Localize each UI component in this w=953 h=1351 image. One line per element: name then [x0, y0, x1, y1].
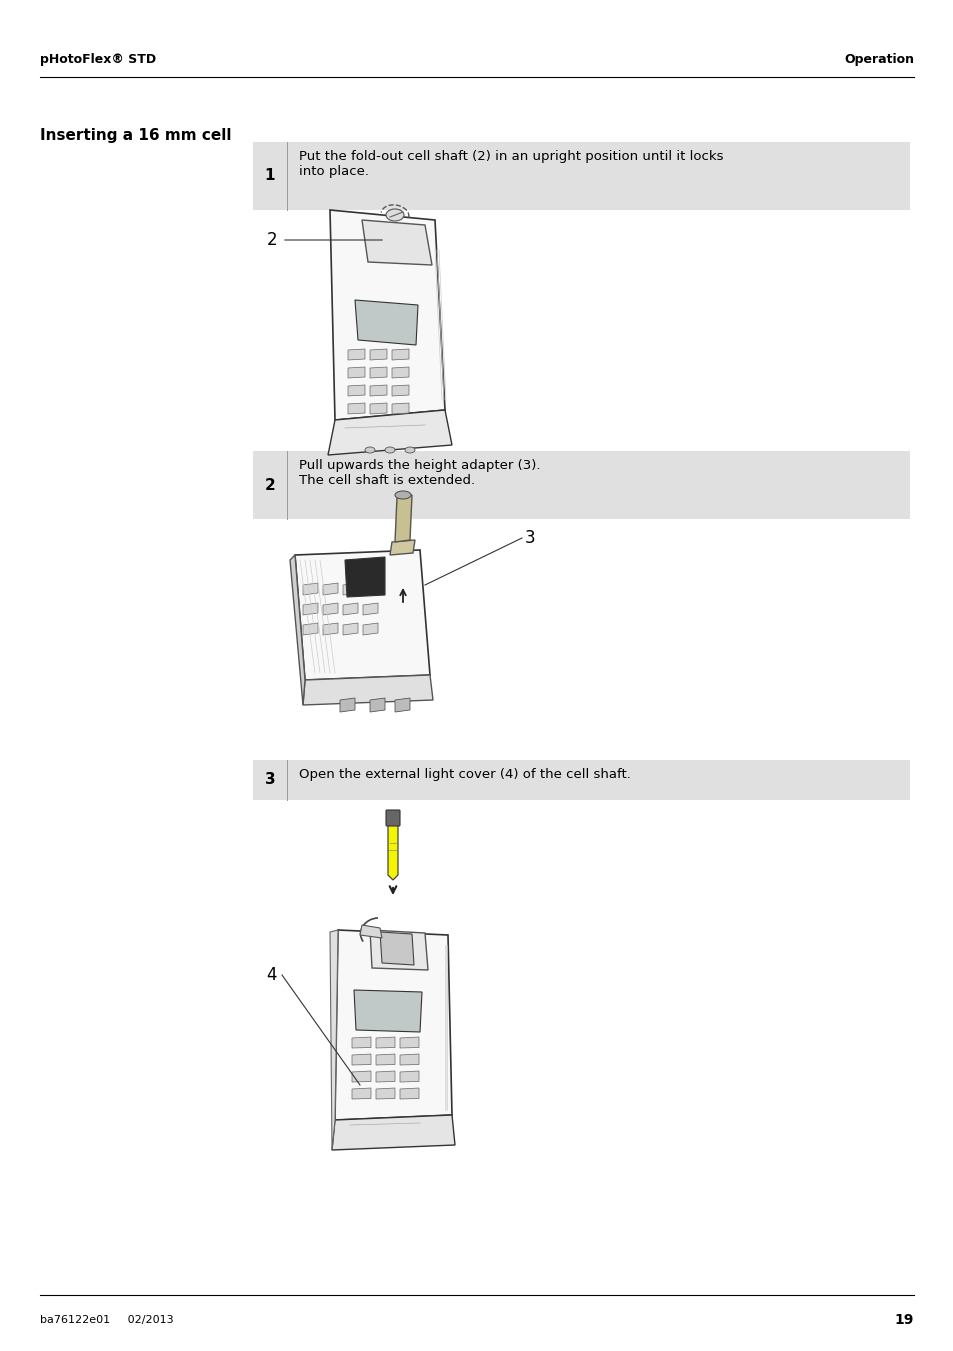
Polygon shape	[363, 603, 377, 615]
Polygon shape	[323, 623, 337, 635]
Polygon shape	[392, 367, 409, 378]
Polygon shape	[390, 540, 415, 555]
Polygon shape	[348, 385, 365, 396]
Polygon shape	[363, 584, 377, 594]
Polygon shape	[348, 403, 365, 413]
Polygon shape	[332, 1115, 455, 1150]
Text: 2: 2	[264, 477, 275, 493]
Polygon shape	[330, 929, 337, 1150]
Polygon shape	[399, 1054, 418, 1065]
Text: 2: 2	[267, 231, 277, 249]
Text: 1: 1	[265, 169, 275, 184]
Bar	[253, 451, 909, 519]
Polygon shape	[379, 932, 414, 965]
Polygon shape	[354, 990, 421, 1032]
Polygon shape	[352, 1038, 371, 1048]
Polygon shape	[370, 349, 387, 359]
Ellipse shape	[386, 209, 403, 222]
Polygon shape	[352, 1088, 371, 1098]
Polygon shape	[395, 494, 412, 542]
Polygon shape	[343, 603, 357, 615]
Polygon shape	[359, 925, 381, 938]
Polygon shape	[348, 367, 365, 378]
Polygon shape	[323, 603, 337, 615]
Polygon shape	[392, 385, 409, 396]
Polygon shape	[303, 623, 317, 635]
Polygon shape	[375, 1071, 395, 1082]
Text: ba76122e01     02/2013: ba76122e01 02/2013	[40, 1315, 173, 1325]
Ellipse shape	[385, 447, 395, 453]
Polygon shape	[328, 409, 452, 455]
Polygon shape	[388, 825, 397, 880]
Polygon shape	[345, 557, 385, 597]
Polygon shape	[343, 623, 357, 635]
Polygon shape	[303, 676, 433, 705]
Polygon shape	[348, 349, 365, 359]
Polygon shape	[370, 929, 428, 970]
Text: Put the fold-out cell shaft (2) in an upright position until it locks
into place: Put the fold-out cell shaft (2) in an up…	[298, 150, 722, 178]
Polygon shape	[303, 603, 317, 615]
FancyBboxPatch shape	[386, 811, 399, 825]
Ellipse shape	[395, 490, 411, 499]
Polygon shape	[392, 349, 409, 359]
Bar	[253, 142, 909, 209]
Polygon shape	[363, 623, 377, 635]
Polygon shape	[303, 584, 317, 594]
Polygon shape	[392, 403, 409, 413]
Polygon shape	[375, 1038, 395, 1048]
Text: Open the external light cover (4) of the cell shaft.: Open the external light cover (4) of the…	[298, 767, 630, 781]
Polygon shape	[290, 555, 305, 705]
Polygon shape	[343, 584, 357, 594]
Polygon shape	[395, 698, 410, 712]
Polygon shape	[370, 403, 387, 413]
Polygon shape	[375, 1088, 395, 1098]
Text: Inserting a 16 mm cell: Inserting a 16 mm cell	[40, 128, 232, 143]
Polygon shape	[294, 550, 430, 680]
Text: 4: 4	[267, 966, 277, 984]
Text: 19: 19	[894, 1313, 913, 1327]
Ellipse shape	[365, 447, 375, 453]
Bar	[253, 761, 909, 800]
Polygon shape	[352, 1054, 371, 1065]
Polygon shape	[361, 220, 432, 265]
Text: 3: 3	[264, 773, 275, 788]
Polygon shape	[399, 1071, 418, 1082]
Polygon shape	[323, 584, 337, 594]
Polygon shape	[335, 929, 452, 1120]
Polygon shape	[399, 1088, 418, 1098]
Polygon shape	[375, 1054, 395, 1065]
Text: Pull upwards the height adapter (3).
The cell shaft is extended.: Pull upwards the height adapter (3). The…	[298, 459, 540, 486]
Polygon shape	[399, 1038, 418, 1048]
Polygon shape	[370, 385, 387, 396]
Text: pHotoFlex® STD: pHotoFlex® STD	[40, 54, 156, 66]
Polygon shape	[339, 698, 355, 712]
Polygon shape	[370, 367, 387, 378]
Polygon shape	[370, 698, 385, 712]
Ellipse shape	[405, 447, 415, 453]
Polygon shape	[352, 1071, 371, 1082]
Polygon shape	[355, 300, 417, 345]
Text: Operation: Operation	[843, 54, 913, 66]
Polygon shape	[330, 209, 444, 420]
Text: 3: 3	[524, 530, 535, 547]
